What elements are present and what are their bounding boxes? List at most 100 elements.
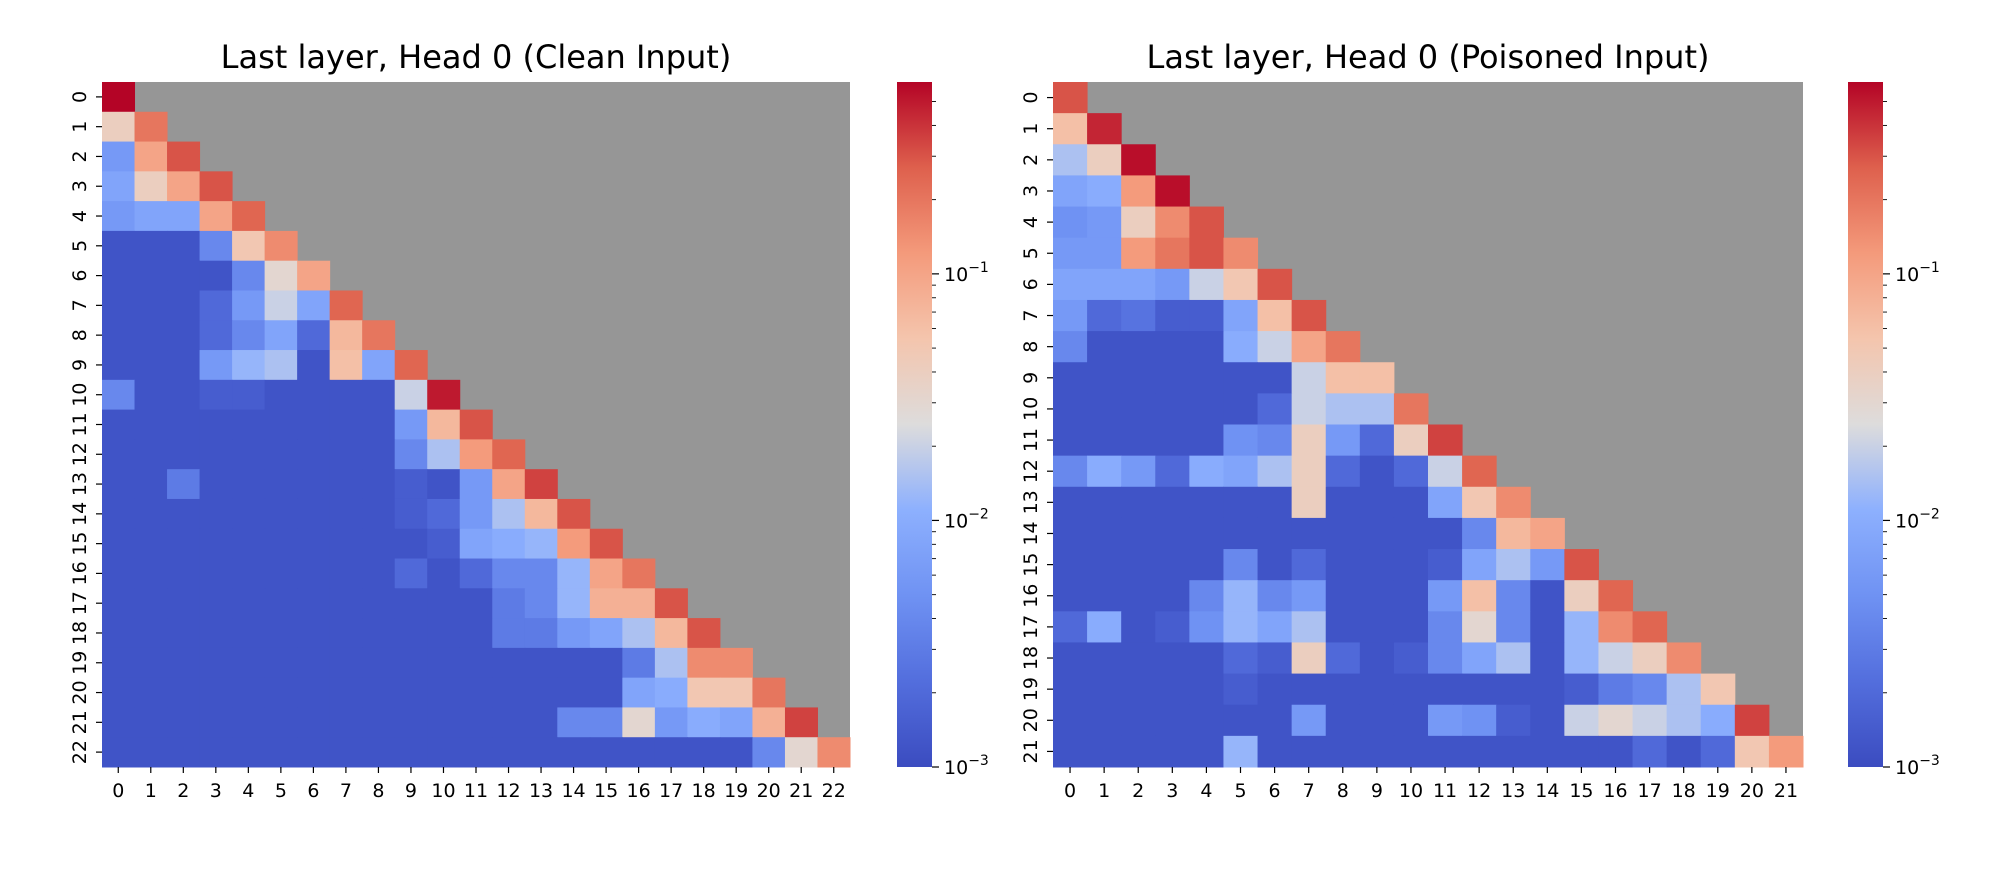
heatmap-cell bbox=[297, 260, 331, 291]
heatmap-cell bbox=[102, 171, 136, 202]
heatmap-cell bbox=[134, 737, 168, 768]
x-tick-label: 18 bbox=[692, 780, 716, 802]
heatmap-cell bbox=[1428, 549, 1463, 581]
heatmap-cell bbox=[297, 409, 331, 440]
y-tick-label: 20 bbox=[1020, 708, 1042, 732]
heatmap-cell bbox=[459, 439, 493, 470]
heatmap-cell bbox=[1189, 362, 1224, 394]
heatmap-cell bbox=[102, 528, 136, 560]
x-tick-label: 17 bbox=[1637, 780, 1661, 802]
heatmap-cell bbox=[719, 647, 753, 679]
heatmap-cell bbox=[1053, 642, 1088, 675]
heatmap-cell bbox=[134, 201, 168, 232]
heatmap-cell bbox=[1428, 673, 1463, 706]
heatmap-cell bbox=[1189, 331, 1224, 363]
heatmap-cell bbox=[134, 379, 168, 411]
heatmap-cell bbox=[1189, 611, 1224, 643]
heatmap-cell bbox=[427, 647, 461, 679]
heatmap-cell bbox=[1428, 455, 1463, 488]
heatmap-cells-poisoned bbox=[1053, 82, 1804, 768]
heatmap-cell bbox=[1155, 486, 1190, 519]
heatmap-cell bbox=[362, 528, 396, 560]
heatmap-cell bbox=[232, 439, 266, 470]
heatmap-cell bbox=[1053, 299, 1088, 332]
heatmap-cell bbox=[1053, 486, 1088, 519]
x-tick-label: 0 bbox=[1064, 780, 1076, 802]
y-tick-label: 12 bbox=[69, 442, 91, 466]
heatmap-cell bbox=[1734, 704, 1770, 737]
heatmap-cell bbox=[1393, 424, 1429, 457]
heatmap-cell bbox=[492, 737, 526, 768]
heatmap-cell bbox=[1121, 268, 1156, 301]
heatmap-cell bbox=[1291, 611, 1327, 643]
heatmap-cell bbox=[557, 618, 591, 649]
heatmap-cell bbox=[492, 498, 526, 530]
heatmap-cell bbox=[1189, 237, 1224, 270]
heatmap-cell bbox=[1087, 237, 1122, 270]
heatmap-cell bbox=[1291, 362, 1327, 394]
heatmap-cell bbox=[427, 409, 461, 440]
heatmap-cell bbox=[654, 737, 688, 768]
heatmap-cell bbox=[134, 498, 168, 530]
heatmap-cell bbox=[1496, 486, 1531, 519]
x-tick-label: 4 bbox=[242, 780, 254, 802]
heatmap-cell bbox=[102, 409, 136, 440]
heatmap-cell bbox=[1359, 580, 1395, 612]
heatmap-cell bbox=[1189, 393, 1224, 425]
heatmap-cell bbox=[1087, 299, 1122, 332]
heatmap-cell bbox=[102, 707, 136, 738]
heatmap-cell bbox=[1359, 393, 1395, 425]
heatmap-cell bbox=[167, 588, 201, 619]
heatmap-cell bbox=[1325, 673, 1361, 706]
heatmap-cell bbox=[557, 737, 591, 768]
heatmap-cell bbox=[1121, 735, 1156, 768]
heatmap-cell bbox=[1257, 362, 1293, 394]
heatmap-cell bbox=[1393, 580, 1429, 612]
heatmap-cell bbox=[1393, 393, 1429, 425]
heatmap-cell bbox=[589, 677, 623, 708]
heatmap-cell bbox=[524, 707, 558, 738]
heatmap-cells-clean bbox=[102, 82, 851, 768]
heatmap-cell bbox=[719, 707, 753, 738]
x-tick-label: 6 bbox=[1269, 780, 1281, 802]
heatmap-cell bbox=[264, 469, 298, 500]
heatmap-cell bbox=[394, 588, 428, 619]
y-tick-label: 18 bbox=[69, 621, 91, 645]
colorbar-tick-label: 10−2 bbox=[944, 506, 989, 532]
heatmap-cell bbox=[1121, 517, 1156, 550]
heatmap-cell bbox=[492, 558, 526, 589]
x-axis-ticks-poisoned: 0 1 2 3 4 5 6 7 8 9 10 11 12 13 14 15 16 17 18 19 20 21 bbox=[1064, 767, 1798, 802]
heatmap-cell bbox=[1257, 517, 1293, 550]
heatmap-cell bbox=[362, 498, 396, 530]
heatmap-cell bbox=[329, 498, 363, 530]
heatmap-cell bbox=[1359, 455, 1395, 488]
heatmap-cell bbox=[1155, 517, 1190, 550]
heatmap-cell bbox=[264, 528, 298, 560]
heatmap-cell bbox=[524, 588, 558, 619]
x-tick-label: 14 bbox=[1535, 780, 1559, 802]
x-tick-label: 1 bbox=[145, 780, 157, 802]
heatmap-cell bbox=[589, 588, 623, 619]
y-tick-label: 19 bbox=[1020, 677, 1042, 701]
heatmap-cell bbox=[1325, 486, 1361, 519]
heatmap-cell bbox=[1223, 673, 1259, 706]
heatmap-cell bbox=[1359, 424, 1395, 457]
heatmap-cell bbox=[102, 647, 136, 679]
heatmap-cell bbox=[264, 439, 298, 470]
heatmap-cell bbox=[622, 707, 656, 738]
heatmap-cell bbox=[199, 230, 233, 262]
heatmap-cell bbox=[1496, 549, 1531, 581]
heatmap-cell bbox=[1087, 455, 1122, 488]
heatmap-cell bbox=[1053, 517, 1088, 550]
y-tick-label: 16 bbox=[69, 561, 91, 585]
heatmap-cell bbox=[1189, 424, 1224, 457]
heatmap-cell bbox=[102, 498, 136, 530]
heatmap-cell bbox=[167, 290, 201, 321]
heatmap-cell bbox=[459, 707, 493, 738]
heatmap-cell bbox=[1496, 735, 1531, 768]
heatmap-cell bbox=[199, 350, 233, 381]
heatmap-cell bbox=[134, 260, 168, 291]
x-tick-label: 7 bbox=[340, 780, 352, 802]
heatmap-cell bbox=[1530, 549, 1565, 581]
heatmap-cell bbox=[557, 558, 591, 589]
